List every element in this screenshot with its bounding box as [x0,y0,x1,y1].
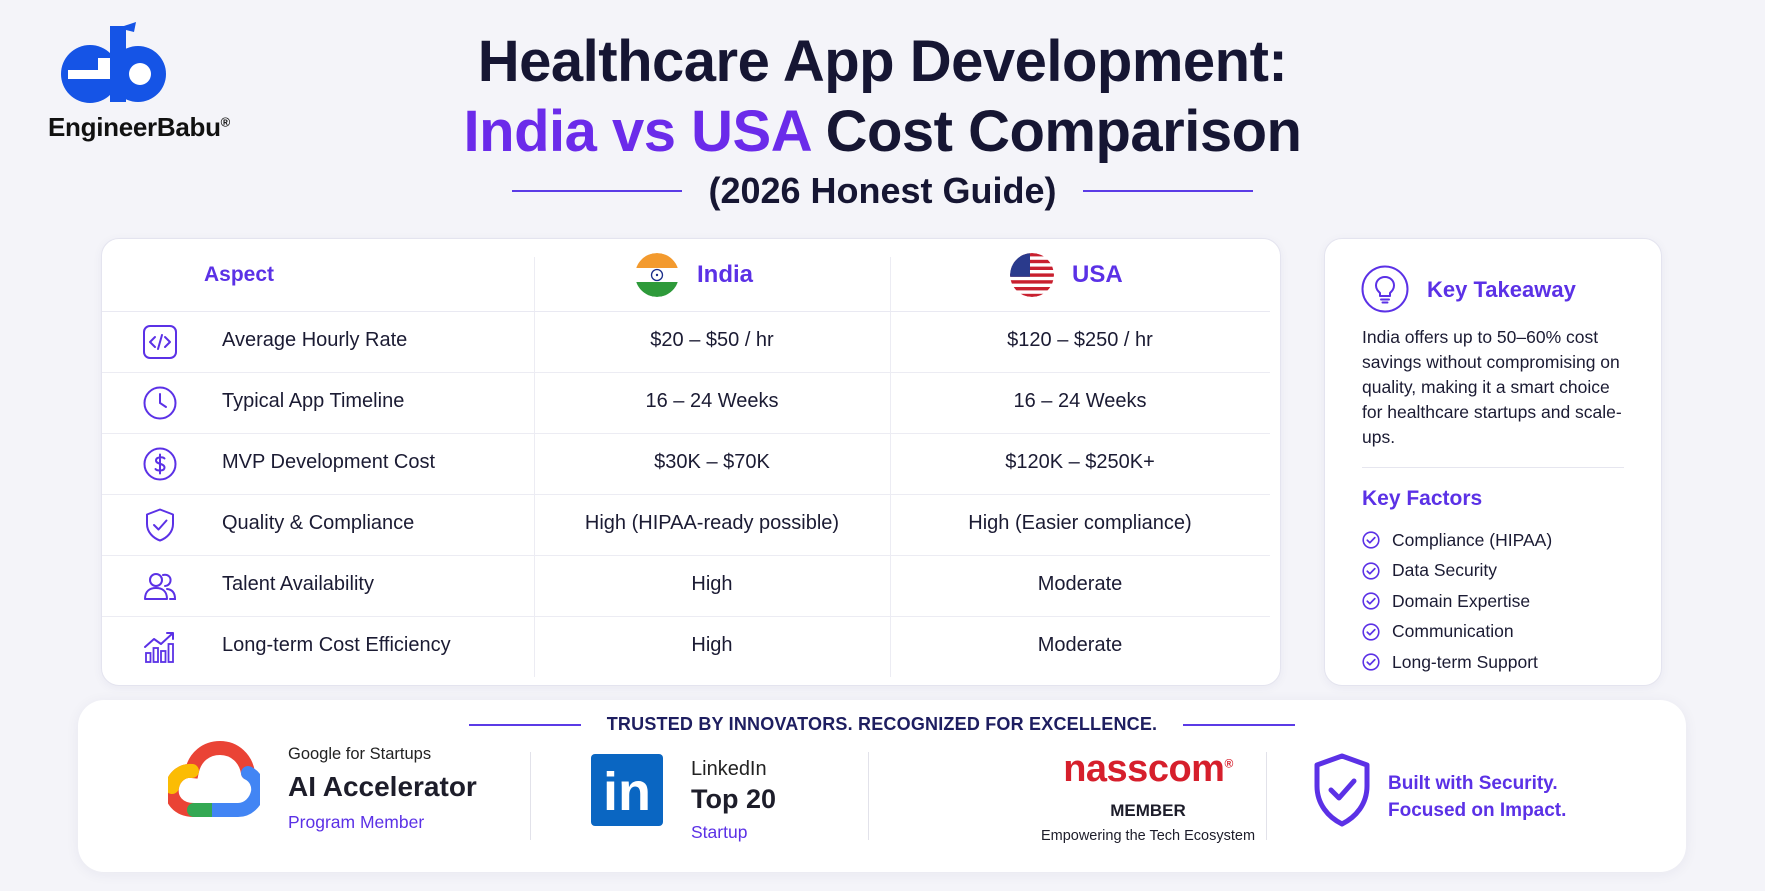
key-factors-list: Compliance (HIPAA) Data Security Domain … [1362,525,1552,678]
security-shield-icon [1314,753,1370,827]
row-aspect: Long-term Cost Efficiency [222,634,451,656]
check-circle-icon [1362,531,1380,549]
key-takeaway-title: Key Takeaway [1427,277,1576,302]
subtitle-rule-right [1082,190,1253,192]
trusted-heading: TRUSTED BY INNOVATORS. RECOGNIZED FOR EX… [606,714,1158,734]
check-circle-icon [1362,653,1380,671]
factor-label: Data Security [1392,560,1498,581]
india-header: India [635,253,753,297]
google-for-startups-label: Google for Startups [288,745,432,763]
shield-check-icon [146,508,174,542]
startup-label: Startup [691,822,748,842]
row-aspect: Average Hourly Rate [222,329,408,351]
column-divider [534,257,535,677]
check-circle-icon [1362,562,1380,580]
usa-header-label: USA [1072,261,1123,288]
row-usa-value: High (Easier compliance) [968,512,1192,534]
row-usa-value: $120K – $250K+ [1005,451,1155,473]
key-takeaway-text: India offers up to 50–60% cost savings w… [1362,327,1622,447]
title-rest: Cost Comparison [825,99,1302,164]
table-row: MVP Development Cost $30K – $70K $120K –… [102,433,1270,495]
table-row: Quality & Compliance High (HIPAA-ready p… [102,494,1270,556]
row-india-value: High (HIPAA-ready possible) [584,512,840,534]
lightbulb-icon [1361,265,1409,313]
key-takeaway-card: Key Takeaway India offers up to 50–60% c… [1324,238,1662,686]
users-icon [144,573,177,600]
list-item: Data Security [1362,556,1552,587]
row-india-value: High [691,634,733,656]
factor-label: Domain Expertise [1392,590,1531,611]
linkedin-logo-text: in [603,762,651,822]
program-member-label: Program Member [288,812,425,832]
table-row: Average Hourly Rate $20 – $50 / hr $120 … [102,311,1270,373]
page-title-line2: India vs USA Cost Comparison [0,98,1765,165]
nasscom-logo: nasscom® [1063,748,1233,790]
list-item: Compliance (HIPAA) [1362,525,1552,556]
row-usa-value: Moderate [1037,573,1123,595]
google-cloud-icon [168,740,260,817]
table-row: Long-term Cost Efficiency High Moderate [102,616,1270,677]
row-aspect: Quality & Compliance [222,512,415,534]
list-item: Long-term Support [1362,647,1552,678]
row-aspect: Talent Availability [222,573,374,595]
row-usa-value: 16 – 24 Weeks [1013,390,1147,412]
brand-logo: EngineerBabu® [44,20,244,150]
top-20-label: Top 20 [691,784,777,814]
table-row: Talent Availability High Moderate [102,555,1270,617]
factor-label: Long-term Support [1392,651,1538,672]
row-india-value: $30K – $70K [654,451,770,473]
aspect-header: Aspect [204,263,275,286]
growth-chart-icon [144,632,174,663]
factor-label: Communication [1392,621,1514,642]
recognition-footer: TRUSTED BY INNOVATORS. RECOGNIZED FOR EX… [78,700,1686,872]
nasscom-member-label: MEMBER [1110,801,1186,820]
linkedin-label: LinkedIn [691,758,767,780]
list-item: Domain Expertise [1362,586,1552,617]
usa-flag-icon [1010,253,1054,297]
trusted-rule-right [1183,723,1296,726]
page-subtitle: (2026 Honest Guide) [708,170,1057,211]
code-icon [143,325,177,359]
factor-label: Compliance (HIPAA) [1392,529,1553,550]
row-aspect: Typical App Timeline [222,390,405,412]
page-title-line1: Healthcare App Development: [477,29,1288,94]
brand-name: EngineerBabu® [48,112,230,142]
subtitle-row: (2026 Honest Guide) [0,170,1765,212]
trusted-rule-left [468,723,581,726]
footer-divider [530,752,531,840]
list-item: Communication [1362,617,1552,648]
clock-icon [143,386,177,420]
footer-divider [868,752,869,840]
ai-accelerator-label: AI Accelerator [288,771,477,802]
row-usa-value: Moderate [1037,634,1123,656]
divider [1362,467,1624,468]
india-header-label: India [697,261,754,288]
check-circle-icon [1362,592,1380,610]
table-header-row: Aspect India [102,239,1270,312]
check-circle-icon [1362,623,1380,641]
row-india-value: $20 – $50 / hr [650,329,774,351]
linkedin-icon: in [591,754,663,826]
title-accent: India vs USA [463,99,811,164]
usa-header: USA [1010,253,1123,297]
footer-divider [1266,752,1267,840]
row-usa-value: $120 – $250 / hr [1007,329,1153,351]
comparison-table: Aspect India [101,238,1281,686]
nasscom-tagline: Empowering the Tech Ecosystem [1040,828,1256,844]
dollar-icon [143,447,177,481]
row-india-value: High [691,573,733,595]
column-divider [890,257,891,677]
trusted-heading-row: TRUSTED BY INNOVATORS. RECOGNIZED FOR EX… [78,714,1686,735]
subtitle-rule-left [512,190,683,192]
row-india-value: 16 – 24 Weeks [645,390,779,412]
india-flag-icon [635,253,679,297]
eb-logo-icon [61,22,166,103]
row-aspect: MVP Development Cost [222,451,436,473]
table-row: Typical App Timeline 16 – 24 Weeks 16 – … [102,372,1270,434]
key-factors-title: Key Factors [1362,487,1483,510]
security-tagline-line1: Built with Security. [1388,773,1558,794]
security-tagline-line2: Focused on Impact. [1388,800,1567,821]
